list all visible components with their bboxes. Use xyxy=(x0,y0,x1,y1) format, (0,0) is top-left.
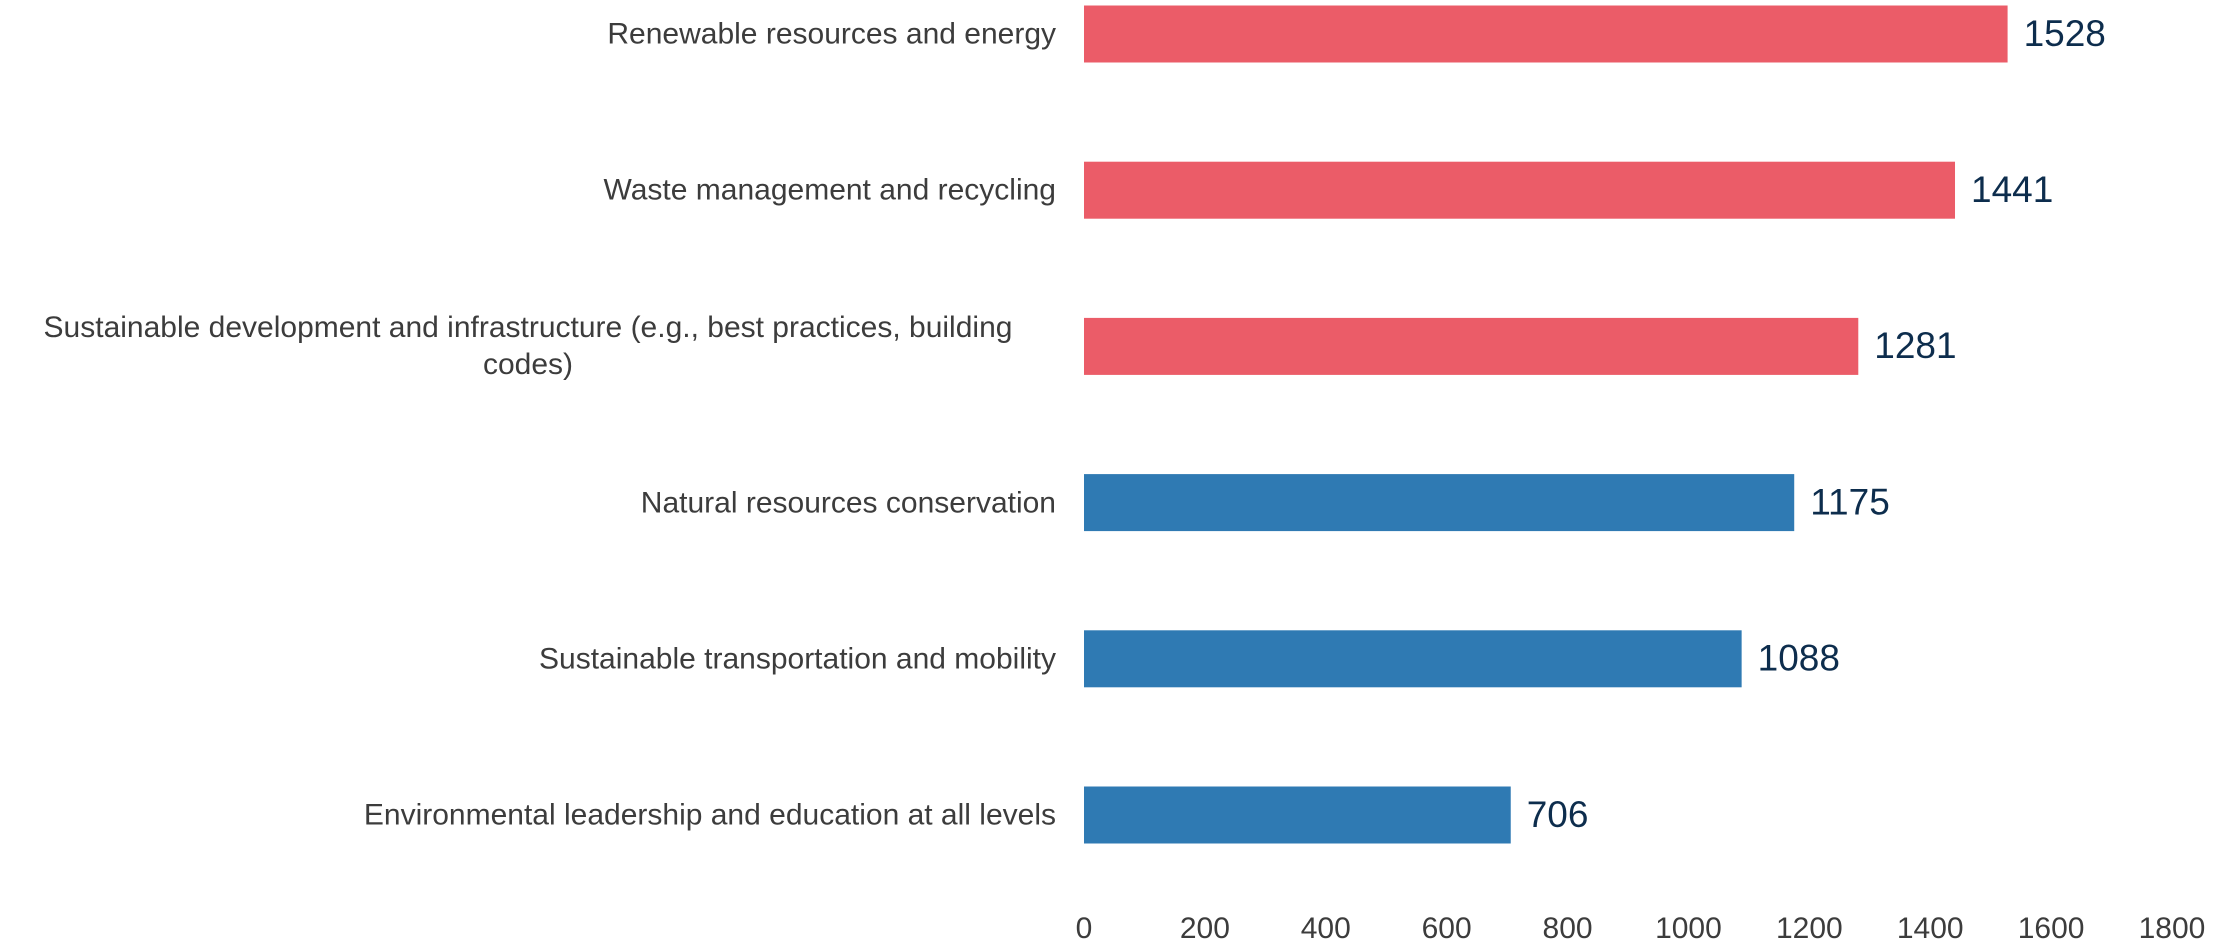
x-tick-label: 0 xyxy=(1076,912,1093,942)
bar xyxy=(1084,630,1742,688)
x-tick-label: 1800 xyxy=(2139,912,2206,942)
x-tick-label: 1000 xyxy=(1655,912,1722,942)
bar xyxy=(1084,474,1795,532)
x-tick-label: 1200 xyxy=(1776,912,1843,942)
y-tick-label: Waste management and recycling xyxy=(603,173,1056,207)
value-label: 1281 xyxy=(1874,325,1956,366)
y-tick-label: Environmental leadership and education a… xyxy=(363,798,1056,832)
value-label: 1528 xyxy=(2024,13,2106,54)
bar xyxy=(1084,317,1859,375)
y-tick-label: Sustainable development and infrastructu… xyxy=(43,311,1013,382)
x-tick-label: 800 xyxy=(1543,912,1593,942)
x-tick-label: 1400 xyxy=(1897,912,1964,942)
bar xyxy=(1084,161,1956,219)
y-tick-label: Sustainable transportation and mobility xyxy=(539,642,1056,676)
x-tick-label: 1600 xyxy=(2018,912,2085,942)
bar xyxy=(1084,5,2008,63)
y-tick-label: Renewable resources and energy xyxy=(607,17,1056,51)
bar xyxy=(1084,786,1511,844)
value-label: 1088 xyxy=(1758,638,1840,679)
value-label: 1175 xyxy=(1810,481,1890,522)
x-tick-label: 200 xyxy=(1180,912,1230,942)
x-tick-label: 400 xyxy=(1301,912,1351,942)
x-tick-label: 600 xyxy=(1422,912,1472,942)
value-label: 1441 xyxy=(1971,169,2053,210)
value-label: 706 xyxy=(1527,794,1589,835)
y-tick-label: Natural resources conservation xyxy=(640,486,1056,520)
